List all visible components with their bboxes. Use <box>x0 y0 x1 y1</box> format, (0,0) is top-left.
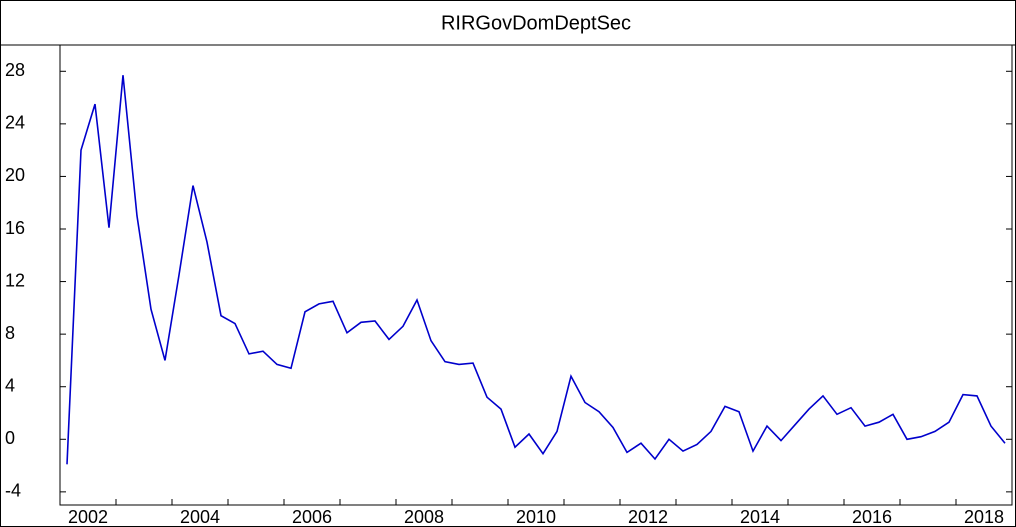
x-tick-label: 2006 <box>292 507 332 527</box>
y-tick-label: 0 <box>5 428 15 448</box>
y-tick-label: 12 <box>5 270 25 290</box>
x-tick-label: 2012 <box>628 507 668 527</box>
x-tick-label: 2004 <box>180 507 220 527</box>
x-tick-label: 2002 <box>68 507 108 527</box>
y-tick-label: 20 <box>5 165 25 185</box>
y-tick-label: 16 <box>5 218 25 238</box>
y-tick-label: 4 <box>5 375 15 395</box>
y-tick-label: 8 <box>5 323 15 343</box>
y-tick-label: 28 <box>5 60 25 80</box>
y-tick-label: 24 <box>5 113 25 133</box>
chart-title: RIRGovDomDeptSec <box>441 12 631 34</box>
x-tick-label: 2018 <box>964 507 1004 527</box>
plot-frame <box>59 44 1013 506</box>
x-tick-label: 2016 <box>852 507 892 527</box>
y-tick-label: -4 <box>5 481 21 501</box>
data-line <box>66 75 1006 465</box>
x-tick-label: 2010 <box>516 507 556 527</box>
x-tick-label: 2008 <box>404 507 444 527</box>
x-tick-label: 2014 <box>740 507 780 527</box>
